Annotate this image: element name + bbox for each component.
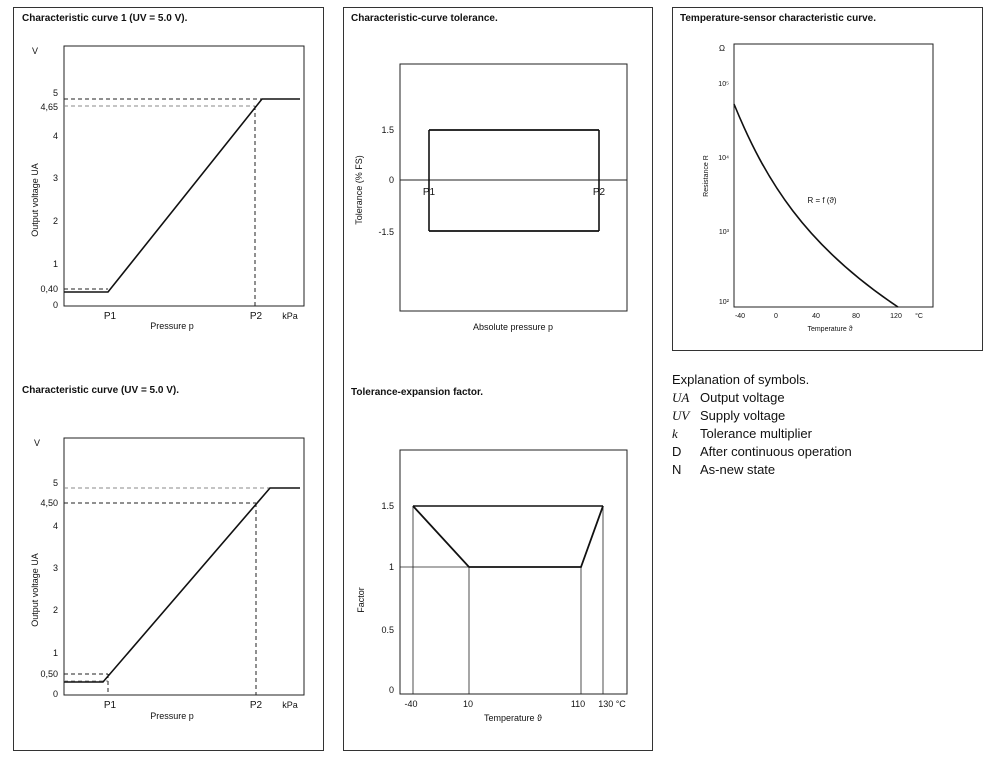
curve1-ytick-465: 4,65 [40, 102, 58, 112]
sensor-x-axis-label: Temperature ϑ [807, 326, 852, 333]
curve2-ytick-2: 2 [53, 605, 58, 615]
legend-text: Output voltage [700, 390, 785, 405]
curve1-ytick-1: 1 [53, 259, 58, 269]
curve2-ytick-050: 0,50 [40, 669, 58, 679]
sensor-xtick-40: 40 [812, 313, 820, 320]
tolerance-y-axis-label: Tolerance (% FS) [354, 155, 364, 225]
curve2-characteristic-line [64, 487, 300, 683]
curve2-y-axis-label: Output voltage UA [30, 553, 40, 627]
tolerance-plot-frame [399, 63, 628, 312]
curve2-ytick-4: 4 [53, 521, 58, 531]
symbols-legend: Explanation of symbols. UA Output voltag… [672, 371, 852, 479]
tolerance-label-p1: P1 [423, 187, 436, 198]
sensor-title: Temperature-sensor characteristic curve. [680, 13, 877, 24]
expansion-xtick-10: 10 [463, 699, 473, 709]
curve1-plot-frame [63, 45, 305, 307]
sensor-xtick-neg40: -40 [735, 313, 745, 320]
panel-tolerance [343, 7, 653, 751]
legend-item: UA Output voltage [672, 389, 852, 407]
sensor-xtick-0: 0 [774, 313, 778, 320]
legend-symbol: N [672, 462, 682, 477]
curve2-chart: V 5 4,50 4 3 2 1 0,50 0 Output voltage U… [30, 437, 305, 721]
sensor-xtick-80: 80 [852, 313, 860, 320]
legend-symbol: UA [672, 390, 690, 405]
curve2-xtick-p2: P2 [250, 700, 263, 711]
expansion-xtick-130: 130 °C [598, 699, 626, 709]
curve2-xtick-p1: P1 [104, 700, 117, 711]
curve2-ytick-450: 4,50 [40, 498, 58, 508]
sensor-ytick-1e4: 10⁴ [718, 155, 729, 162]
legend-item: N As-new state [672, 461, 852, 479]
curve1-ytick-040: 0,40 [40, 284, 58, 294]
expansion-xtick-110: 110 [571, 699, 585, 709]
curve1-ytick-2: 2 [53, 216, 58, 226]
curve1-ytick-3: 3 [53, 173, 58, 183]
curve1-title: Characteristic curve 1 (UV = 5.0 V). [22, 13, 188, 24]
expansion-plot-frame [399, 449, 628, 695]
curve2-title: Characteristic curve (UV = 5.0 V). [22, 385, 180, 396]
tolerance-ytick-15: 1.5 [381, 125, 394, 135]
curve2-xtick-unit: kPa [282, 700, 298, 710]
curve2-plot-frame [63, 437, 305, 696]
curve2-ytick-3: 3 [53, 563, 58, 573]
sensor-y-unit: Ω [719, 44, 725, 53]
sensor-ytick-1e2: 10² [719, 299, 730, 306]
curve1-x-axis-label: Pressure p [150, 321, 194, 331]
curve1-characteristic-line [64, 98, 300, 293]
tolerance-x-axis-label: Absolute pressure p [473, 322, 553, 332]
sensor-plot-frame [733, 43, 934, 308]
curve1-ytick-4: 4 [53, 131, 58, 141]
tolerance-ytick-neg15: -1.5 [378, 227, 394, 237]
curve1-ytick-0: 0 [53, 300, 58, 310]
curve1-y-axis-label: Output voltage UA [30, 163, 40, 237]
curve1-xtick-p2: P2 [250, 311, 263, 322]
sensor-ytick-1e3: 10³ [719, 229, 730, 236]
sensor-ytick-1e5: 10⁵ [718, 81, 729, 88]
legend-title: Explanation of symbols. [672, 372, 810, 387]
legend-text: After continuous operation [700, 444, 852, 459]
expansion-y-axis-label: Factor [356, 587, 366, 613]
legend-item: D After continuous operation [672, 443, 852, 461]
legend-text: As-new state [700, 462, 776, 477]
curve1-xtick-unit: kPa [282, 311, 298, 321]
legend-symbol: UV [672, 408, 690, 423]
expansion-ytick-05: 0.5 [381, 625, 394, 635]
tolerance-title: Characteristic-curve tolerance. [351, 13, 498, 24]
expansion-xtick-neg40: -40 [404, 699, 417, 709]
sensor-resistance-curve [733, 103, 899, 308]
expansion-chart: 1.5 1 0.5 0 Factor -40 10 110 130 °C Tem… [356, 449, 628, 723]
sensor-y-axis-label: Resistance R [703, 155, 710, 197]
panel-temperature-sensor [672, 7, 983, 351]
expansion-ytick-0: 0 [389, 685, 394, 695]
curve2-x-axis-label: Pressure p [150, 711, 194, 721]
legend-text: Supply voltage [700, 408, 786, 423]
curve2-ytick-0: 0 [53, 689, 58, 699]
sensor-xtick-unit: °C [915, 312, 923, 320]
sensor-curve-label: R = f (ϑ) [807, 196, 836, 205]
curve2-ytick-5: 5 [53, 478, 58, 488]
curve2-y-unit: V [34, 438, 40, 448]
curve1-chart: V 5 4,65 4 3 2 1 0,40 0 Output voltage U… [30, 45, 305, 331]
curve1-xtick-p1: P1 [104, 311, 117, 322]
sensor-chart: Ω 10⁵ 10⁴ 10³ 10² Resistance R -40 0 40 … [703, 43, 934, 333]
expansion-ytick-15: 1.5 [381, 501, 394, 511]
curve1-ytick-5: 5 [53, 88, 58, 98]
tolerance-label-p2: P2 [593, 187, 606, 198]
curve2-ytick-1: 1 [53, 648, 58, 658]
legend-item: UV Supply voltage [672, 407, 852, 425]
expansion-x-axis-label: Temperature ϑ [484, 713, 542, 723]
sensor-xtick-120: 120 [890, 313, 902, 320]
curve1-y-unit: V [32, 46, 38, 56]
tolerance-chart: 1.5 0 -1.5 Tolerance (% FS) P1 P2 Absolu… [354, 63, 628, 332]
legend-text: Tolerance multiplier [700, 426, 812, 441]
legend-item: k Tolerance multiplier [672, 425, 852, 443]
expansion-title: Tolerance-expansion factor. [351, 387, 484, 398]
legend-symbol: D [672, 444, 682, 459]
expansion-ytick-1: 1 [389, 562, 394, 572]
expansion-factor-line [412, 505, 604, 568]
tolerance-ytick-0: 0 [389, 175, 394, 185]
legend-symbol: k [672, 426, 678, 441]
panel-characteristic-curves [13, 7, 324, 751]
